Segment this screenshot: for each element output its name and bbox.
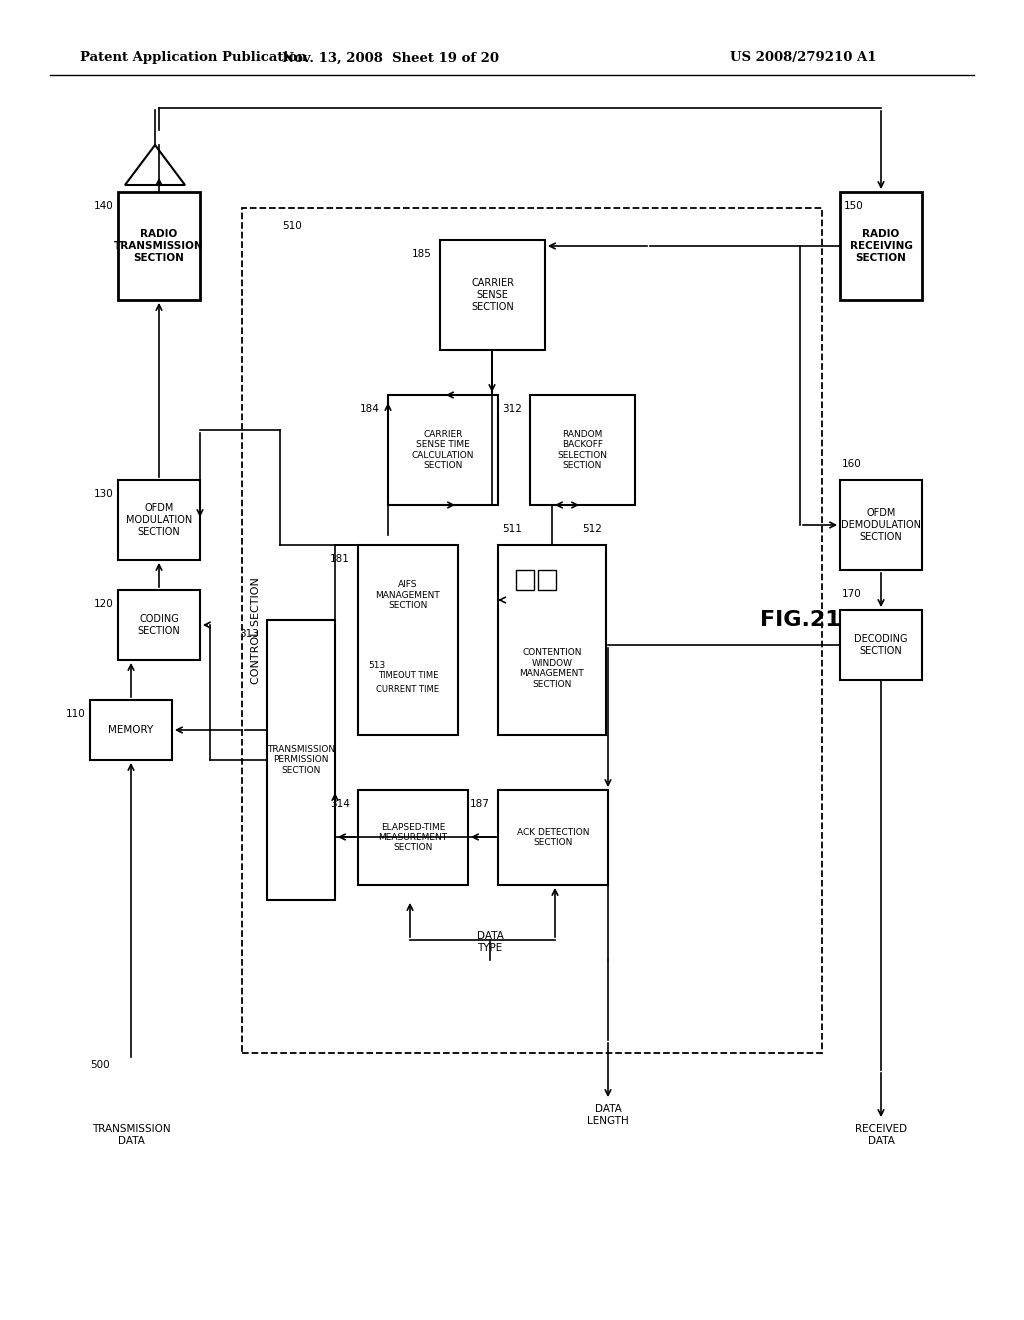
Bar [840,610,922,680]
Text: 160: 160 [842,459,862,469]
Text: 140: 140 [94,201,114,211]
Text: 187: 187 [470,799,490,809]
Text: TIMEOUT TIME: TIMEOUT TIME [378,671,438,680]
Text: CURRENT TIME: CURRENT TIME [377,685,439,694]
Text: 185: 185 [412,249,432,259]
Text: DECODING
SECTION: DECODING SECTION [854,634,907,656]
Bar [840,480,922,570]
Text: RANDOM
BACKOFF
SELECTION
SECTION: RANDOM BACKOFF SELECTION SECTION [557,430,607,470]
Text: 181: 181 [330,554,350,564]
Text: 314: 314 [330,799,350,809]
Bar [118,590,200,660]
Text: 510: 510 [282,220,302,231]
Text: US 2008/279210 A1: US 2008/279210 A1 [730,51,877,65]
Text: TRANSMISSION
PERMISSION
SECTION: TRANSMISSION PERMISSION SECTION [267,744,335,775]
Bar [498,545,606,735]
Text: Nov. 13, 2008  Sheet 19 of 20: Nov. 13, 2008 Sheet 19 of 20 [282,51,499,65]
Text: ELAPSED-TIME
MEASUREMENT
SECTION: ELAPSED-TIME MEASUREMENT SECTION [379,822,447,853]
Bar [388,395,498,506]
Text: RECEIVED
DATA: RECEIVED DATA [855,1125,907,1146]
Bar [267,620,335,900]
Bar [118,480,200,560]
Text: 313: 313 [240,630,259,639]
Text: 110: 110 [67,709,86,719]
Bar [840,191,922,300]
Bar [358,789,468,884]
Bar [498,789,608,884]
Text: RADIO
TRANSMISSION
SECTION: RADIO TRANSMISSION SECTION [115,230,204,263]
Text: ACK DETECTION
SECTION: ACK DETECTION SECTION [517,828,589,847]
Text: 150: 150 [844,201,864,211]
Text: CONTROL SECTION: CONTROL SECTION [251,577,261,684]
Text: MEMORY: MEMORY [109,725,154,735]
Text: TRANSMISSION
DATA: TRANSMISSION DATA [92,1125,170,1146]
Bar [516,570,534,590]
Text: DATA
TYPE: DATA TYPE [476,931,504,953]
Text: 120: 120 [94,599,114,609]
Text: 512: 512 [582,524,602,535]
Text: 184: 184 [360,404,380,414]
Text: AIFS
MANAGEMENT
SECTION: AIFS MANAGEMENT SECTION [376,579,440,610]
Text: OFDM
DEMODULATION
SECTION: OFDM DEMODULATION SECTION [841,508,921,541]
Text: CONTENTION
WINDOW
MANAGEMENT
SECTION: CONTENTION WINDOW MANAGEMENT SECTION [519,648,585,689]
Bar [242,209,822,1053]
Text: 130: 130 [94,488,114,499]
Bar [358,545,458,735]
Bar [118,191,200,300]
Bar [440,240,545,350]
Text: 170: 170 [842,589,862,599]
Text: DATA
LENGTH: DATA LENGTH [587,1105,629,1126]
Text: 513: 513 [368,660,385,669]
Text: CARRIER
SENSE
SECTION: CARRIER SENSE SECTION [471,279,514,312]
Text: CODING
SECTION: CODING SECTION [137,614,180,636]
Text: FIG.21: FIG.21 [760,610,841,630]
Text: 500: 500 [90,1060,110,1071]
Bar [90,700,172,760]
Bar [538,570,556,590]
Bar [530,395,635,506]
Text: RADIO
RECEIVING
SECTION: RADIO RECEIVING SECTION [850,230,912,263]
Text: CARRIER
SENSE TIME
CALCULATION
SECTION: CARRIER SENSE TIME CALCULATION SECTION [412,430,474,470]
Text: 312: 312 [502,404,522,414]
Text: 511: 511 [502,524,522,535]
Text: Patent Application Publication: Patent Application Publication [80,51,307,65]
Text: OFDM
MODULATION
SECTION: OFDM MODULATION SECTION [126,503,193,537]
